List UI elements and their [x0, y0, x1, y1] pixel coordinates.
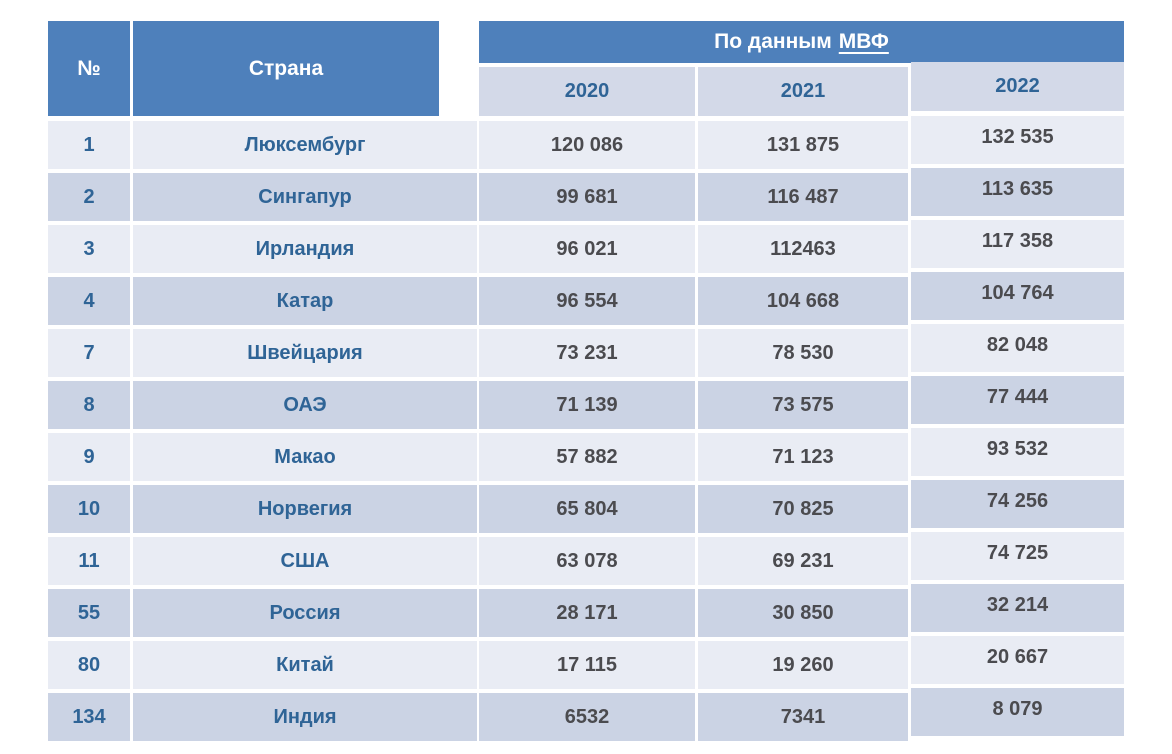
header-year-2022: 2022: [911, 62, 1124, 111]
header-rank-column: №: [48, 21, 130, 116]
value-2021-cell: 71 123: [698, 433, 908, 481]
rank-cell: 1: [48, 121, 130, 169]
table-body: 1 Люксембург 120 086 131 875 132 535 2 С…: [48, 116, 1124, 745]
table-row: 7 Швейцария 73 231 78 530 82 048: [48, 324, 1124, 377]
table-row: 1 Люксембург 120 086 131 875 132 535: [48, 116, 1124, 169]
value-2022-cell: 8 079: [911, 688, 1124, 736]
rank-cell: 10: [48, 485, 130, 533]
header-year-2021: 2021: [698, 67, 908, 116]
rank-cell: 134: [48, 693, 130, 741]
value-2020-cell: 28 171: [479, 589, 695, 637]
rank-cell: 8: [48, 381, 130, 429]
value-2020-cell: 99 681: [479, 173, 695, 221]
rank-cell: 4: [48, 277, 130, 325]
value-2020-cell: 71 139: [479, 381, 695, 429]
value-2020-cell: 120 086: [479, 121, 695, 169]
value-2022-cell: 74 725: [911, 532, 1124, 580]
value-2020-cell: 6532: [479, 693, 695, 741]
value-2021-cell: 30 850: [698, 589, 908, 637]
country-cell: США: [133, 537, 477, 585]
value-2020-cell: 96 021: [479, 225, 695, 273]
value-2022-cell: 77 444: [911, 376, 1124, 424]
rank-cell: 7: [48, 329, 130, 377]
value-2022-cell: 82 048: [911, 324, 1124, 372]
imf-label-text: По данным: [714, 30, 832, 53]
country-cell: Ирландия: [133, 225, 477, 273]
country-cell: Катар: [133, 277, 477, 325]
value-2022-cell: 74 256: [911, 480, 1124, 528]
country-cell: Люксембург: [133, 121, 477, 169]
value-2021-cell: 112463: [698, 225, 908, 273]
table-row: 55 Россия 28 171 30 850 32 214: [48, 584, 1124, 637]
table-row: 3 Ирландия 96 021 112463 117 358: [48, 220, 1124, 273]
header-year-2020: 2020: [479, 67, 695, 116]
table-row: 10 Норвегия 65 804 70 825 74 256: [48, 480, 1124, 533]
rank-cell: 9: [48, 433, 130, 481]
country-cell: Индия: [133, 693, 477, 741]
value-2022-cell: 132 535: [911, 116, 1124, 164]
value-2020-cell: 17 115: [479, 641, 695, 689]
value-2022-cell: 93 532: [911, 428, 1124, 476]
table-row: 80 Китай 17 115 19 260 20 667: [48, 636, 1124, 689]
country-cell: ОАЭ: [133, 381, 477, 429]
value-2021-cell: 69 231: [698, 537, 908, 585]
country-cell: Сингапур: [133, 173, 477, 221]
value-2021-cell: 116 487: [698, 173, 908, 221]
value-2021-cell: 73 575: [698, 381, 908, 429]
value-2021-cell: 70 825: [698, 485, 908, 533]
value-2021-cell: 131 875: [698, 121, 908, 169]
country-cell: Макао: [133, 433, 477, 481]
value-2021-cell: 104 668: [698, 277, 908, 325]
value-2020-cell: 65 804: [479, 485, 695, 533]
table-row: 4 Катар 96 554 104 668 104 764: [48, 272, 1124, 325]
value-2021-cell: 7341: [698, 693, 908, 741]
header-country-column: Страна: [133, 21, 439, 116]
value-2020-cell: 73 231: [479, 329, 695, 377]
rank-cell: 11: [48, 537, 130, 585]
country-cell: Россия: [133, 589, 477, 637]
value-2020-cell: 96 554: [479, 277, 695, 325]
value-2022-cell: 104 764: [911, 272, 1124, 320]
rank-cell: 80: [48, 641, 130, 689]
imf-hyperlink[interactable]: МВФ: [838, 30, 889, 53]
rank-cell: 55: [48, 589, 130, 637]
rank-cell: 3: [48, 225, 130, 273]
table-row: 8 ОАЭ 71 139 73 575 77 444: [48, 376, 1124, 429]
value-2022-cell: 32 214: [911, 584, 1124, 632]
country-cell: Китай: [133, 641, 477, 689]
country-cell: Норвегия: [133, 485, 477, 533]
value-2022-cell: 113 635: [911, 168, 1124, 216]
value-2022-cell: 117 358: [911, 220, 1124, 268]
table-row: 9 Макао 57 882 71 123 93 532: [48, 428, 1124, 481]
value-2020-cell: 63 078: [479, 537, 695, 585]
value-2020-cell: 57 882: [479, 433, 695, 481]
header-imf-group: По данным МВФ: [479, 21, 1124, 63]
rank-cell: 2: [48, 173, 130, 221]
value-2021-cell: 19 260: [698, 641, 908, 689]
table-row: 11 США 63 078 69 231 74 725: [48, 532, 1124, 585]
value-2021-cell: 78 530: [698, 329, 908, 377]
table-row: 134 Индия 6532 7341 8 079: [48, 688, 1124, 741]
value-2022-cell: 20 667: [911, 636, 1124, 684]
table-row: 2 Сингапур 99 681 116 487 113 635: [48, 168, 1124, 221]
country-cell: Швейцария: [133, 329, 477, 377]
